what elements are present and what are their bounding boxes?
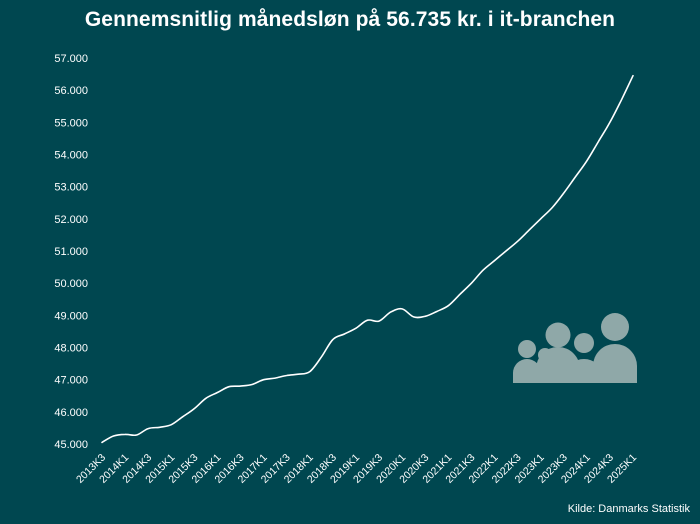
y-tick-label: 57.000 [54,53,88,65]
y-tick-label: 46.000 [54,407,88,419]
x-axis: 2013K32014K12014K32015K12015K32016K12016… [74,452,639,486]
person-head-3 [545,322,571,348]
person-body-1 [513,359,541,383]
y-tick-label: 45.000 [54,439,88,451]
person-head-5 [601,313,629,341]
y-tick-label: 49.000 [54,310,88,322]
y-tick-label: 55.000 [54,117,88,129]
series-line [101,74,634,444]
y-tick-label: 48.000 [54,343,88,355]
y-tick-label: 53.000 [54,182,88,194]
chart-title: Gennemsnitlig månedsløn på 56.735 kr. i … [84,8,616,31]
person-head-1 [518,340,536,358]
y-axis: 45.000 46.000 47.000 48.000 49.000 50.000 51.0… [54,53,88,451]
y-tick-label: 51.000 [54,246,88,258]
y-tick-label: 47.000 [54,375,88,387]
y-tick-label: 54.000 [54,150,88,162]
y-tick-label: 52.000 [54,214,88,226]
person-body-5 [593,344,637,383]
source-note: Kilde: Danmarks Statistik [567,503,690,515]
person-head-4 [574,333,594,353]
y-tick-label: 50.000 [54,278,88,290]
y-tick-label: 56.000 [54,85,88,97]
people-group-icon [513,313,637,383]
